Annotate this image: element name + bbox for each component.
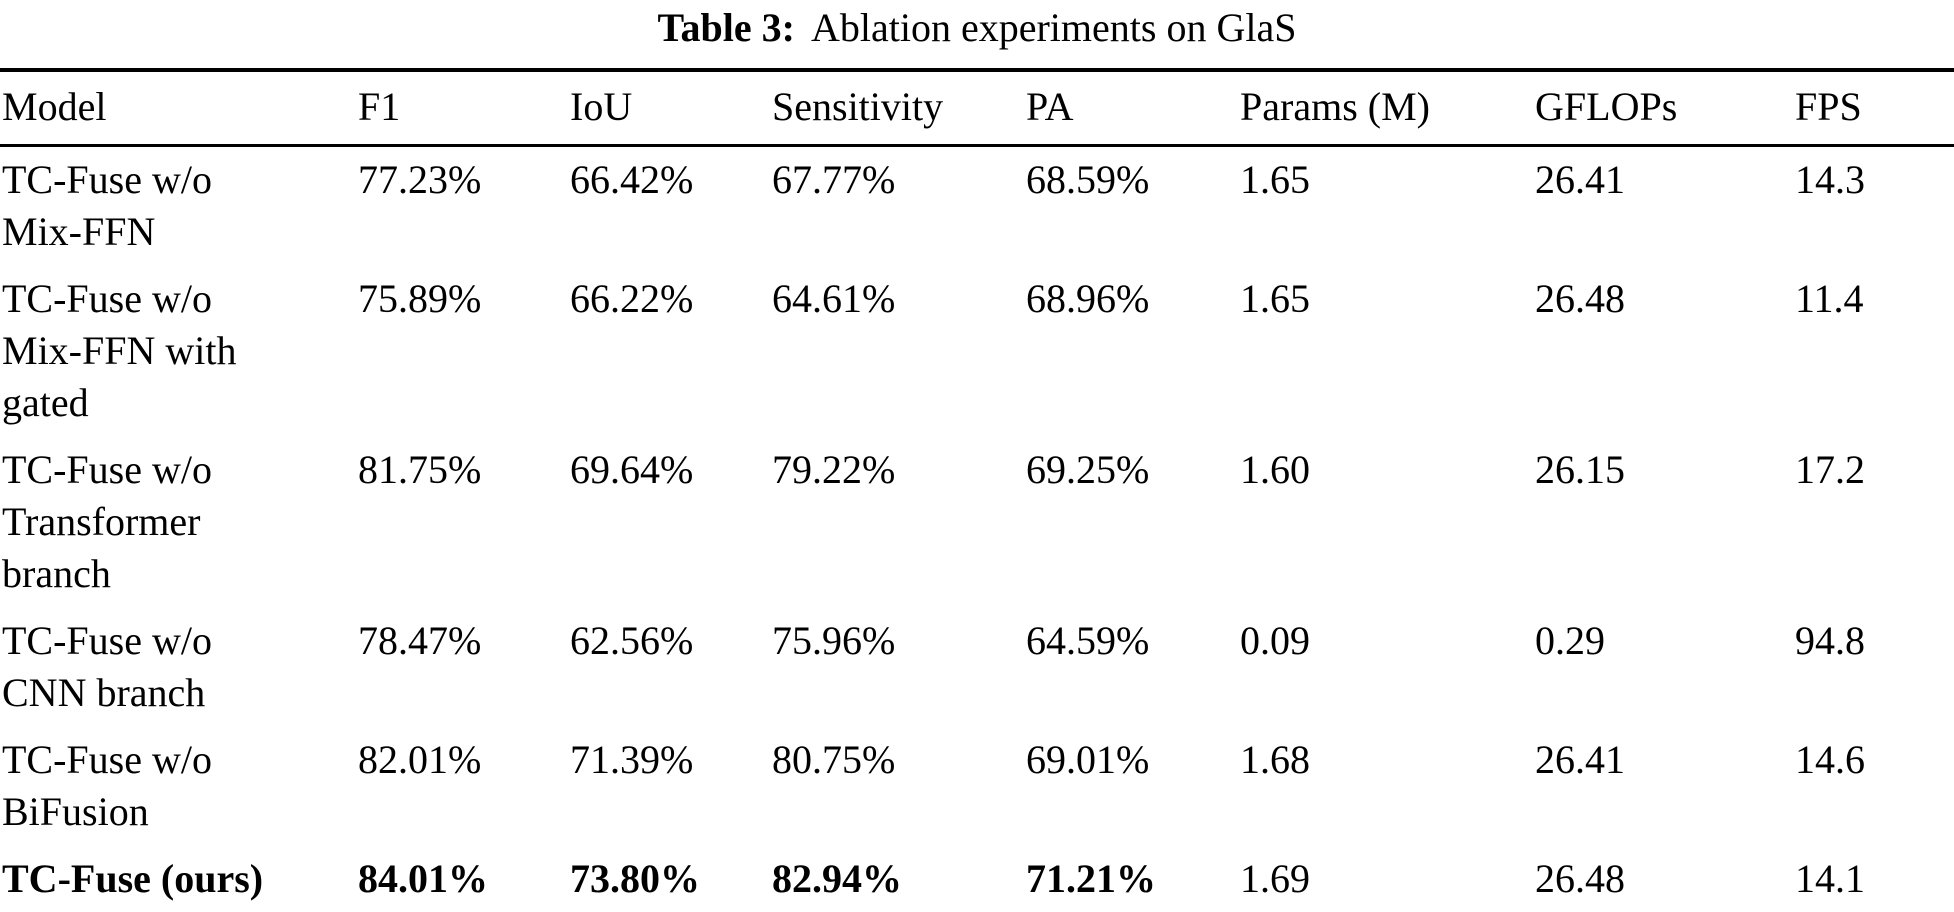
cell-gflops: 26.48 bbox=[1535, 856, 1625, 901]
cell-params: 1.60 bbox=[1240, 447, 1310, 492]
cell-sensitivity: 75.96% bbox=[772, 618, 896, 663]
cell-iou: 73.80% bbox=[570, 856, 700, 901]
cell-f1: 81.75% bbox=[358, 447, 482, 492]
ablation-table: Model F1 IoU Sensitivity PA Params (M) G… bbox=[0, 68, 1954, 912]
cell-model: TC-Fuse w/o BiFusion bbox=[2, 737, 212, 834]
column-header-iou: IoU bbox=[570, 70, 772, 147]
cell-gflops: 26.41 bbox=[1535, 737, 1625, 782]
cell-f1: 77.23% bbox=[358, 157, 482, 202]
table-row: TC-Fuse w/o Mix-FFN with gated 75.89% 66… bbox=[0, 266, 1954, 437]
cell-fps: 11.4 bbox=[1795, 276, 1864, 321]
cell-sensitivity: 82.94% bbox=[772, 856, 902, 901]
cell-model: TC-Fuse (ours) bbox=[2, 856, 264, 901]
column-header-params: Params (M) bbox=[1240, 70, 1535, 147]
table-row-ours: TC-Fuse (ours) 84.01% 73.80% 82.94% 71.2… bbox=[0, 846, 1954, 912]
column-header-gflops: GFLOPs bbox=[1535, 70, 1795, 147]
table-caption-label: Table 3: bbox=[657, 5, 795, 50]
header-row: Model F1 IoU Sensitivity PA Params (M) G… bbox=[0, 70, 1954, 147]
cell-params: 0.09 bbox=[1240, 618, 1310, 663]
cell-iou: 71.39% bbox=[570, 737, 694, 782]
cell-pa: 69.01% bbox=[1026, 737, 1150, 782]
cell-sensitivity: 80.75% bbox=[772, 737, 896, 782]
cell-params: 1.69 bbox=[1240, 856, 1310, 901]
cell-gflops: 0.29 bbox=[1535, 618, 1605, 663]
cell-pa: 71.21% bbox=[1026, 856, 1156, 901]
cell-pa: 69.25% bbox=[1026, 447, 1150, 492]
table-row: TC-Fuse w/o Transformer branch 81.75% 69… bbox=[0, 437, 1954, 608]
table-caption: Table 3: Ablation experiments on GlaS bbox=[0, 4, 1954, 52]
cell-gflops: 26.41 bbox=[1535, 157, 1625, 202]
cell-fps: 14.1 bbox=[1795, 856, 1865, 901]
cell-iou: 66.42% bbox=[570, 157, 694, 202]
cell-model: TC-Fuse w/o Mix-FFN with gated bbox=[2, 276, 237, 425]
cell-model: TC-Fuse w/o Transformer branch bbox=[2, 447, 212, 596]
cell-iou: 69.64% bbox=[570, 447, 694, 492]
cell-params: 1.68 bbox=[1240, 737, 1310, 782]
cell-f1: 82.01% bbox=[358, 737, 482, 782]
table-row: TC-Fuse w/o Mix-FFN 77.23% 66.42% 67.77%… bbox=[0, 146, 1954, 267]
cell-gflops: 26.48 bbox=[1535, 276, 1625, 321]
cell-model: TC-Fuse w/o CNN branch bbox=[2, 618, 212, 715]
cell-sensitivity: 67.77% bbox=[772, 157, 896, 202]
cell-pa: 64.59% bbox=[1026, 618, 1150, 663]
cell-model: TC-Fuse w/o Mix-FFN bbox=[2, 157, 212, 254]
cell-f1: 84.01% bbox=[358, 856, 488, 901]
table-row: TC-Fuse w/o BiFusion 82.01% 71.39% 80.75… bbox=[0, 727, 1954, 846]
cell-fps: 17.2 bbox=[1795, 447, 1865, 492]
cell-f1: 75.89% bbox=[358, 276, 482, 321]
table-caption-text: Ablation experiments on GlaS bbox=[810, 5, 1297, 50]
column-header-fps: FPS bbox=[1795, 70, 1954, 147]
cell-iou: 66.22% bbox=[570, 276, 694, 321]
cell-pa: 68.96% bbox=[1026, 276, 1150, 321]
cell-params: 1.65 bbox=[1240, 276, 1310, 321]
column-header-sensitivity: Sensitivity bbox=[772, 70, 1026, 147]
table-row: TC-Fuse w/o CNN branch 78.47% 62.56% 75.… bbox=[0, 608, 1954, 727]
cell-fps: 14.6 bbox=[1795, 737, 1865, 782]
cell-sensitivity: 79.22% bbox=[772, 447, 896, 492]
column-header-model: Model bbox=[0, 70, 358, 147]
cell-iou: 62.56% bbox=[570, 618, 694, 663]
cell-gflops: 26.15 bbox=[1535, 447, 1625, 492]
column-header-f1: F1 bbox=[358, 70, 570, 147]
cell-fps: 94.8 bbox=[1795, 618, 1865, 663]
cell-params: 1.65 bbox=[1240, 157, 1310, 202]
cell-pa: 68.59% bbox=[1026, 157, 1150, 202]
column-header-pa: PA bbox=[1026, 70, 1240, 147]
cell-f1: 78.47% bbox=[358, 618, 482, 663]
cell-fps: 14.3 bbox=[1795, 157, 1865, 202]
cell-sensitivity: 64.61% bbox=[772, 276, 896, 321]
